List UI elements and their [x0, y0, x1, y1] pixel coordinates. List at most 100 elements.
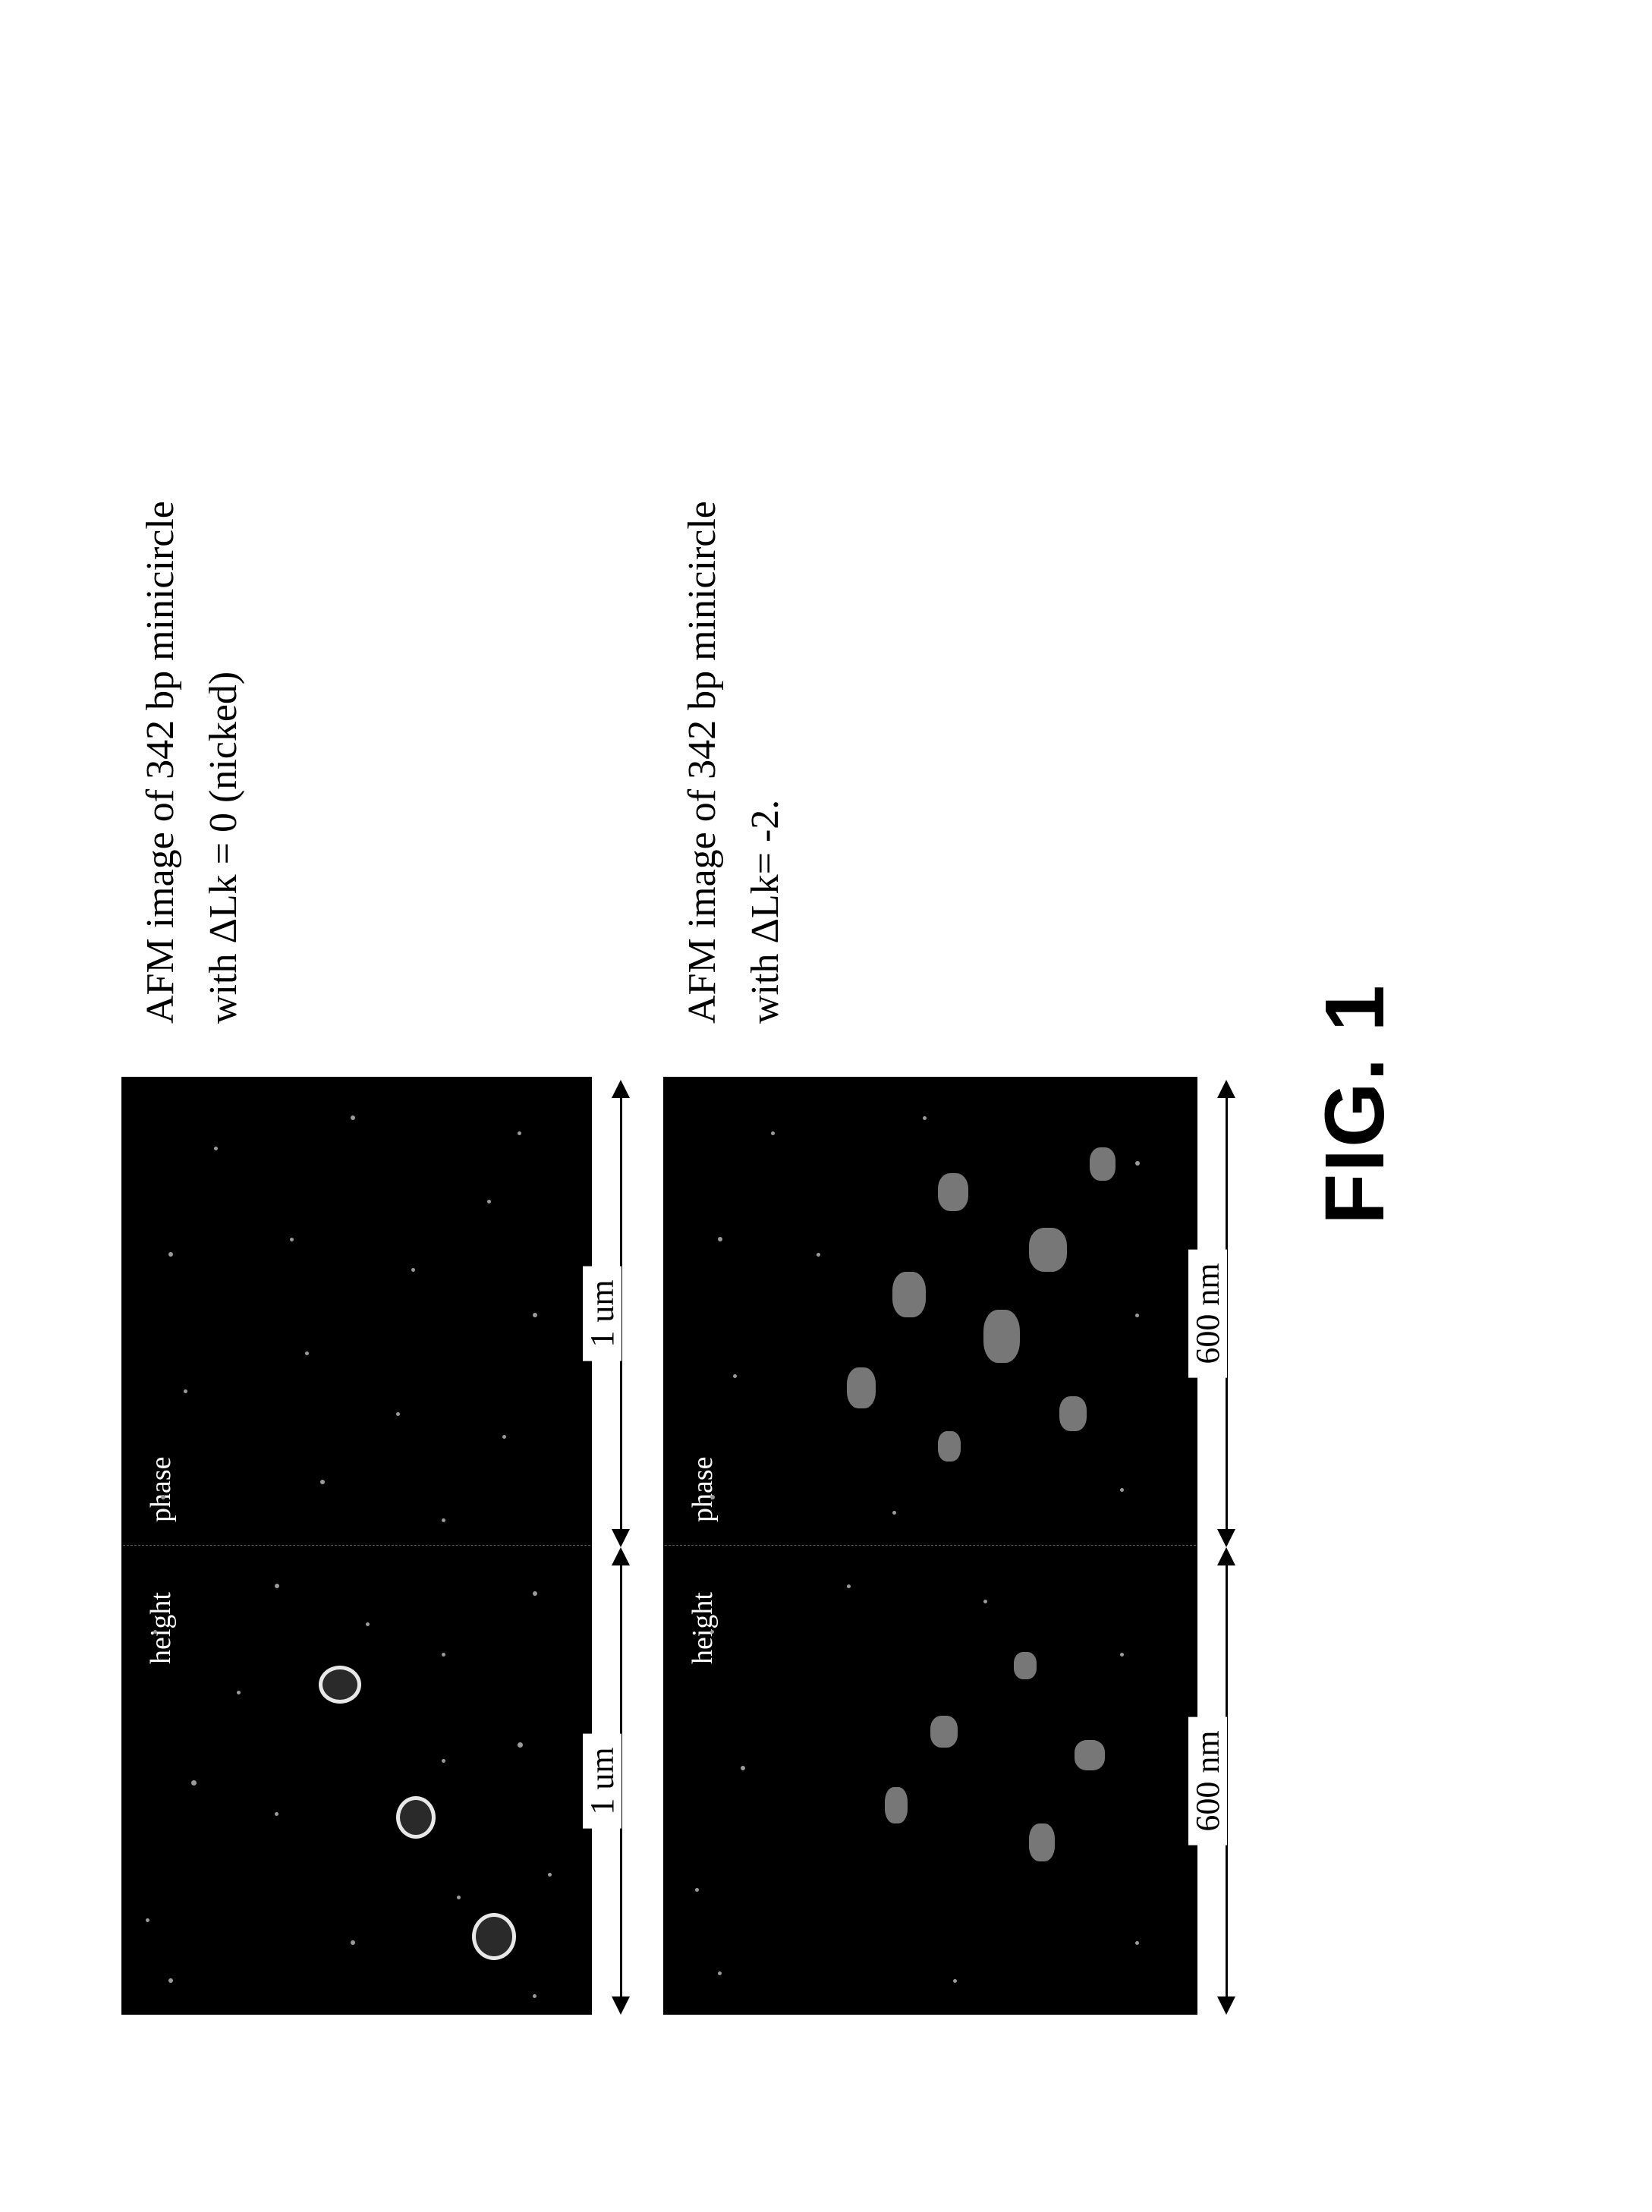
scalebar-1-left: 1 um [601, 1547, 640, 2015]
noise-speck [741, 1766, 745, 1770]
noise-speck [1135, 1941, 1139, 1945]
scalebar-label-2-right: 600 nm [1188, 1249, 1227, 1377]
minicircle-blob [847, 1367, 876, 1408]
noise-speck [533, 1313, 537, 1317]
noise-speck [320, 1480, 325, 1484]
caption-1-line1: AFM image of 342 bp minicircle [129, 501, 192, 1024]
scalebar-1-right: 1 um [601, 1080, 640, 1547]
panel-pair-1: height phase [121, 1077, 592, 2015]
arrow-left-icon [612, 1529, 630, 1547]
caption-2: AFM image of 342 bp minicircle with ΔLk=… [671, 501, 797, 1024]
noise-speck [1135, 1161, 1140, 1166]
panel-label-phase-2: phase [686, 1456, 719, 1522]
noise-speck [983, 1600, 987, 1603]
noise-speck [533, 1994, 537, 1998]
noise-speck [533, 1591, 537, 1596]
row-supercoiled: height phase 600 nm [663, 194, 1246, 2015]
minicircle-blob [1029, 1228, 1067, 1272]
noise-speck [953, 1979, 957, 1983]
noise-speck [351, 1115, 355, 1120]
panel-pair-2: height phase [663, 1077, 1197, 2015]
minicircle-blob [1090, 1147, 1115, 1181]
noise-speck [290, 1238, 294, 1241]
minicircle-blob [1059, 1396, 1087, 1431]
minicircle-blob [983, 1310, 1020, 1363]
minicircle-blob [892, 1272, 926, 1317]
arrow-left-icon [1217, 1996, 1235, 2015]
minicircle-blob [938, 1431, 961, 1462]
noise-speck [351, 1940, 355, 1945]
scalebar-2-right: 600 nm [1207, 1080, 1246, 1547]
minicircle-ring [319, 1666, 361, 1704]
caption-2-line1: AFM image of 342 bp minicircle [671, 501, 734, 1024]
noise-speck [518, 1131, 521, 1135]
noise-speck [710, 1495, 715, 1499]
noise-speck [275, 1812, 278, 1816]
row-nicked: height phase 1 um [121, 194, 640, 2015]
noise-speck [1120, 1488, 1124, 1492]
noise-speck [817, 1253, 820, 1257]
noise-speck [442, 1518, 445, 1522]
noise-speck [366, 1622, 370, 1626]
arrow-right-icon [612, 1547, 630, 1565]
noise-speck [161, 1495, 165, 1499]
noise-speck [695, 1888, 699, 1892]
noise-speck [847, 1584, 851, 1588]
noise-speck [710, 1630, 714, 1634]
figure-1: height phase 1 um [121, 194, 1487, 2015]
noise-speck [923, 1116, 927, 1120]
scalebar-label-1-right: 1 um [583, 1266, 621, 1361]
noise-speck [442, 1759, 445, 1763]
panel-phase-2: phase [665, 1078, 1196, 1546]
noise-speck [518, 1742, 523, 1748]
noise-speck [892, 1511, 896, 1515]
arrow-left-icon [1217, 1529, 1235, 1547]
scalebar-2-left: 600 nm [1207, 1547, 1246, 2015]
panel-label-height-1: height [144, 1592, 178, 1664]
scalebar-label-1-left: 1 um [583, 1733, 621, 1828]
arrow-right-icon [1217, 1547, 1235, 1565]
panel-label-height-2: height [686, 1592, 719, 1664]
panel-height-1: height [123, 1546, 590, 2013]
minicircle-ring [472, 1913, 516, 1960]
noise-speck [442, 1653, 445, 1657]
noise-speck [718, 1971, 722, 1975]
figure-title: FIG. 1 [1307, 194, 1403, 2015]
noise-speck [214, 1147, 218, 1150]
scalebar-row-1: 1 um 1 um [601, 1077, 640, 2015]
minicircle-blob [1014, 1652, 1037, 1679]
minicircle-blob [930, 1716, 958, 1748]
noise-speck [1135, 1314, 1139, 1317]
noise-speck [168, 1252, 173, 1257]
minicircle-blob [1029, 1823, 1055, 1861]
noise-speck [191, 1780, 197, 1786]
noise-speck [502, 1435, 506, 1439]
noise-speck [237, 1691, 241, 1694]
scalebar-row-2: 600 nm 600 nm [1207, 1077, 1246, 2015]
panel-phase-1: phase [123, 1078, 590, 1546]
arrow-right-icon [1217, 1080, 1235, 1098]
arrow-left-icon [612, 1996, 630, 2015]
panel-label-phase-1: phase [144, 1456, 178, 1522]
noise-speck [487, 1200, 491, 1204]
scalebar-label-2-left: 600 nm [1188, 1716, 1227, 1845]
minicircle-ring [396, 1796, 436, 1839]
noise-speck [457, 1896, 461, 1899]
noise-speck [548, 1873, 552, 1877]
caption-1-line2: with ΔLk = 0 (nicked) [192, 501, 255, 1024]
minicircle-blob [1075, 1740, 1105, 1770]
noise-speck [305, 1351, 309, 1355]
noise-speck [184, 1389, 187, 1393]
noise-speck [146, 1918, 149, 1922]
noise-speck [396, 1412, 400, 1416]
minicircle-blob [885, 1787, 908, 1823]
panel-height-2: height [665, 1546, 1196, 2013]
noise-speck [153, 1630, 157, 1634]
arrow-right-icon [612, 1080, 630, 1098]
noise-speck [733, 1374, 737, 1378]
noise-speck [275, 1584, 279, 1588]
noise-speck [771, 1131, 775, 1135]
minicircle-blob [938, 1173, 968, 1211]
caption-1: AFM image of 342 bp minicircle with ΔLk … [129, 501, 255, 1024]
noise-speck [1120, 1653, 1124, 1657]
